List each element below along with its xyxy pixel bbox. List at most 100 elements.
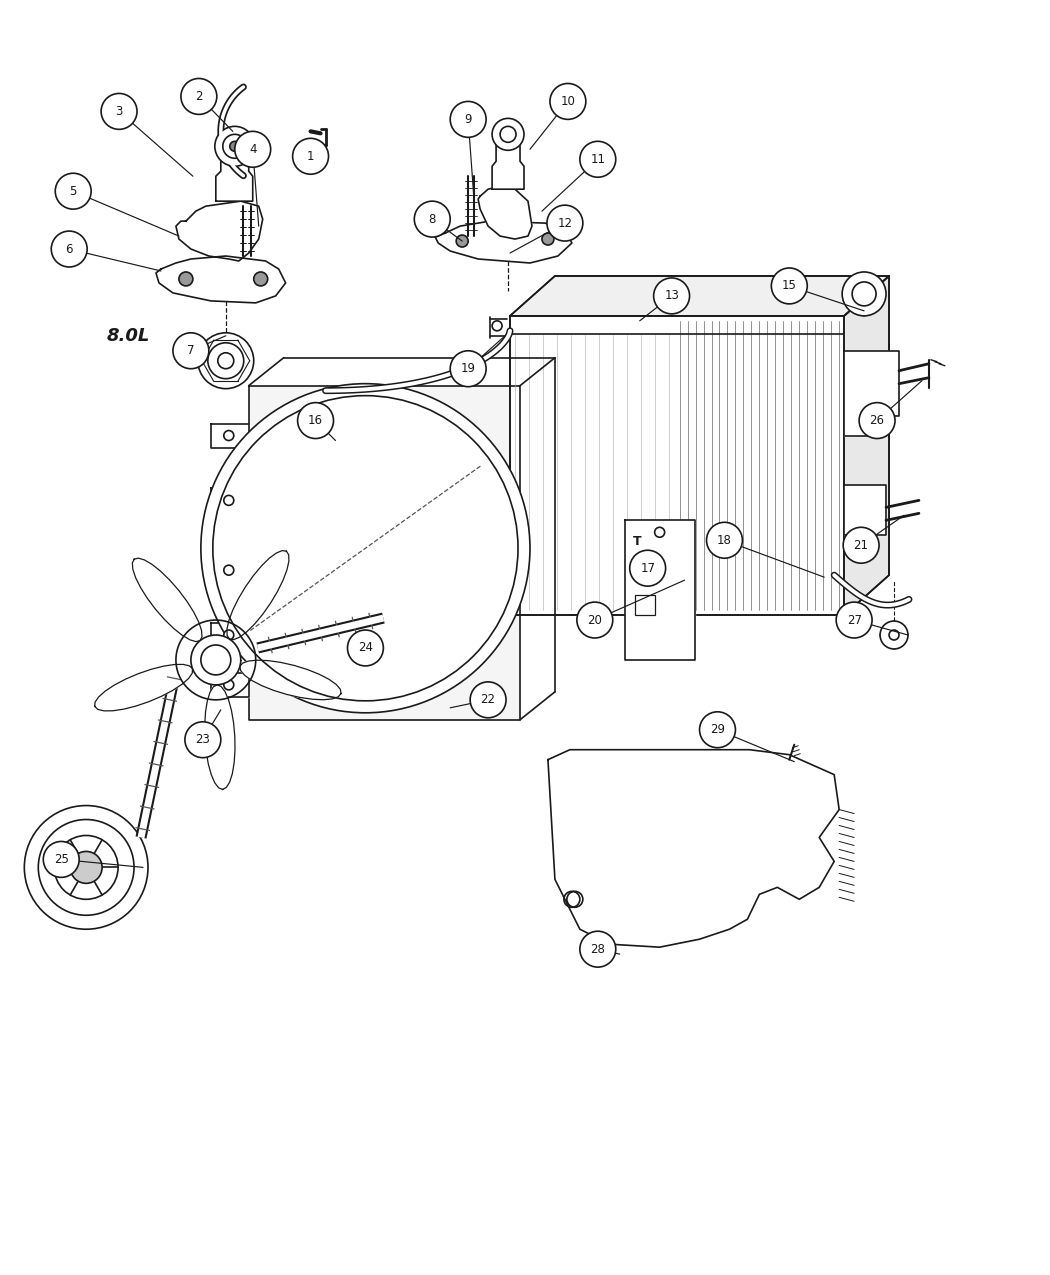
Circle shape bbox=[843, 528, 879, 564]
Text: 1: 1 bbox=[307, 149, 314, 163]
Circle shape bbox=[224, 565, 234, 575]
Text: T: T bbox=[633, 569, 642, 581]
Circle shape bbox=[215, 126, 255, 166]
Text: 16: 16 bbox=[308, 414, 323, 427]
Polygon shape bbox=[548, 750, 839, 947]
Circle shape bbox=[178, 272, 193, 286]
Circle shape bbox=[254, 272, 268, 286]
Polygon shape bbox=[478, 186, 532, 238]
Circle shape bbox=[580, 142, 615, 177]
Circle shape bbox=[235, 131, 271, 167]
Circle shape bbox=[173, 333, 209, 368]
Text: 4: 4 bbox=[249, 143, 256, 156]
Circle shape bbox=[836, 602, 873, 638]
Polygon shape bbox=[844, 486, 886, 536]
Circle shape bbox=[630, 551, 666, 586]
Polygon shape bbox=[211, 558, 249, 583]
Circle shape bbox=[547, 205, 583, 241]
Circle shape bbox=[217, 353, 234, 368]
Polygon shape bbox=[510, 316, 844, 334]
Text: 15: 15 bbox=[782, 279, 797, 292]
Text: 17: 17 bbox=[640, 562, 655, 575]
Text: 28: 28 bbox=[590, 942, 605, 956]
Text: 20: 20 bbox=[587, 613, 603, 626]
Polygon shape bbox=[239, 660, 341, 700]
Text: 6: 6 bbox=[65, 242, 72, 255]
Polygon shape bbox=[249, 385, 520, 720]
Circle shape bbox=[654, 278, 690, 314]
Circle shape bbox=[492, 321, 502, 330]
Text: 7: 7 bbox=[187, 344, 194, 357]
Polygon shape bbox=[156, 256, 286, 303]
Polygon shape bbox=[94, 664, 192, 711]
Circle shape bbox=[492, 119, 524, 150]
Circle shape bbox=[197, 333, 254, 389]
Polygon shape bbox=[211, 623, 249, 646]
Polygon shape bbox=[844, 351, 899, 436]
Circle shape bbox=[51, 231, 87, 266]
Text: 12: 12 bbox=[558, 217, 572, 230]
Circle shape bbox=[224, 680, 234, 690]
Text: 22: 22 bbox=[481, 694, 496, 706]
Circle shape bbox=[224, 630, 234, 640]
Circle shape bbox=[580, 931, 615, 968]
Polygon shape bbox=[436, 221, 572, 263]
Circle shape bbox=[880, 621, 908, 649]
Circle shape bbox=[456, 235, 468, 247]
Circle shape bbox=[450, 102, 486, 138]
Circle shape bbox=[230, 142, 239, 152]
Polygon shape bbox=[227, 551, 289, 640]
Circle shape bbox=[43, 842, 79, 877]
Circle shape bbox=[185, 722, 220, 757]
Circle shape bbox=[348, 630, 383, 666]
Text: 21: 21 bbox=[854, 539, 868, 552]
Polygon shape bbox=[211, 488, 249, 513]
Text: 5: 5 bbox=[69, 185, 77, 198]
Circle shape bbox=[699, 711, 735, 747]
Circle shape bbox=[842, 272, 886, 316]
Circle shape bbox=[550, 83, 586, 120]
Polygon shape bbox=[211, 423, 249, 448]
Circle shape bbox=[889, 630, 899, 640]
Polygon shape bbox=[216, 153, 253, 201]
Text: 19: 19 bbox=[461, 362, 476, 375]
Text: 3: 3 bbox=[116, 105, 123, 117]
Circle shape bbox=[56, 173, 91, 209]
Text: 8.0L: 8.0L bbox=[106, 326, 149, 344]
Circle shape bbox=[191, 635, 240, 685]
Polygon shape bbox=[510, 316, 844, 615]
Circle shape bbox=[297, 403, 334, 439]
Circle shape bbox=[201, 384, 530, 713]
Circle shape bbox=[415, 201, 450, 237]
Circle shape bbox=[101, 93, 138, 129]
Text: 26: 26 bbox=[869, 414, 884, 427]
Circle shape bbox=[772, 268, 807, 303]
Polygon shape bbox=[510, 275, 889, 316]
Text: T: T bbox=[633, 536, 642, 548]
Text: 2: 2 bbox=[195, 91, 203, 103]
Circle shape bbox=[707, 523, 742, 558]
Circle shape bbox=[293, 138, 329, 175]
Text: 8: 8 bbox=[428, 213, 436, 226]
Text: 23: 23 bbox=[195, 733, 210, 746]
Text: 27: 27 bbox=[846, 613, 862, 626]
Circle shape bbox=[853, 282, 876, 306]
Polygon shape bbox=[176, 201, 262, 261]
Circle shape bbox=[24, 806, 148, 929]
Circle shape bbox=[224, 431, 234, 441]
Circle shape bbox=[223, 134, 247, 158]
Circle shape bbox=[654, 528, 665, 537]
Polygon shape bbox=[844, 275, 889, 615]
Polygon shape bbox=[211, 673, 249, 697]
Text: 13: 13 bbox=[665, 289, 679, 302]
Text: 9: 9 bbox=[464, 113, 471, 126]
Text: 10: 10 bbox=[561, 94, 575, 108]
Text: 18: 18 bbox=[717, 534, 732, 547]
Circle shape bbox=[576, 602, 613, 638]
Circle shape bbox=[654, 564, 665, 574]
Circle shape bbox=[224, 496, 234, 505]
Circle shape bbox=[470, 682, 506, 718]
Polygon shape bbox=[492, 142, 524, 189]
Circle shape bbox=[201, 645, 231, 674]
Text: 24: 24 bbox=[358, 641, 373, 654]
